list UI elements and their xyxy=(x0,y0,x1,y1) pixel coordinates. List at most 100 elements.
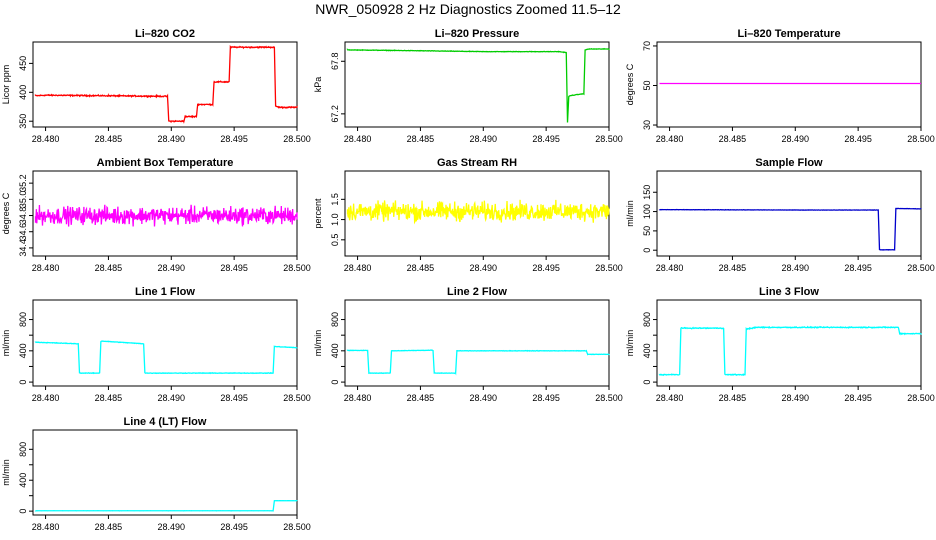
x-tick-label: 28.490 xyxy=(158,134,186,144)
y-tick-label: 50 xyxy=(642,226,652,236)
panel-title: Li–820 Pressure xyxy=(435,28,519,40)
y-tick-label: 35.2 xyxy=(18,174,28,192)
series-line xyxy=(34,499,298,512)
series-line xyxy=(658,325,922,377)
panel-title: Sample Flow xyxy=(755,157,823,169)
x-tick-label: 28.490 xyxy=(470,393,498,403)
x-tick-label: 28.495 xyxy=(844,263,872,273)
plot-frame xyxy=(344,299,610,387)
series-line xyxy=(346,199,610,225)
y-axis-label: ml/min xyxy=(1,459,11,486)
y-tick-label: 1.0 xyxy=(330,213,340,226)
plot-frame xyxy=(32,299,298,387)
x-tick-label: 28.490 xyxy=(470,263,498,273)
panel-title: Ambient Box Temperature xyxy=(97,157,234,169)
x-tick-label: 28.485 xyxy=(407,393,435,403)
x-tick-label: 28.480 xyxy=(32,393,60,403)
x-tick-label: 28.495 xyxy=(844,134,872,144)
series-line xyxy=(34,44,298,124)
x-tick-label: 28.500 xyxy=(595,393,623,403)
x-tick-label: 28.485 xyxy=(719,263,747,273)
y-tick-label: 34.8 xyxy=(18,207,28,225)
y-tick-label: 400 xyxy=(18,343,28,358)
y-tick-label: 400 xyxy=(18,473,28,488)
panel-9: Line 4 (LT) Flow 28.480 28.485 28.490 28.495… xyxy=(1,416,311,532)
panel-8: Line 3 Flow 28.480 28.485 28.490 28.495 28.50… xyxy=(625,286,935,403)
y-tick-label: 450 xyxy=(18,56,28,71)
x-tick-label: 28.485 xyxy=(95,522,123,532)
y-tick-label: 800 xyxy=(642,312,652,327)
y-tick-label: 400 xyxy=(18,85,28,100)
x-tick-label: 28.500 xyxy=(907,134,935,144)
x-tick-label: 28.480 xyxy=(656,263,684,273)
x-tick-label: 28.485 xyxy=(719,134,747,144)
panel-title: Line 1 Flow xyxy=(135,286,195,298)
y-axis-label: ml/min xyxy=(625,330,635,357)
x-tick-label: 28.480 xyxy=(344,263,372,273)
y-tick-label: 800 xyxy=(18,442,28,457)
y-tick-label: 0.5 xyxy=(330,234,340,247)
x-tick-label: 28.490 xyxy=(470,134,498,144)
x-tick-label: 28.480 xyxy=(32,522,60,532)
y-tick-label: 800 xyxy=(18,312,28,327)
x-tick-label: 28.480 xyxy=(344,134,372,144)
series-line xyxy=(658,207,922,251)
x-tick-label: 28.485 xyxy=(719,393,747,403)
panel-title: Line 2 Flow xyxy=(447,286,507,298)
panel-7: Line 2 Flow 28.480 28.485 28.490 28.495 28.50… xyxy=(313,286,623,403)
y-tick-label: 350 xyxy=(18,114,28,129)
x-tick-label: 28.495 xyxy=(532,134,560,144)
x-tick-label: 28.500 xyxy=(595,134,623,144)
y-tick-label: 34.4 xyxy=(18,239,28,257)
y-tick-label: 0 xyxy=(642,380,652,385)
x-tick-label: 28.490 xyxy=(158,263,186,273)
plot-frame xyxy=(32,429,298,516)
y-tick-label: 0 xyxy=(642,248,652,253)
y-axis-label: kPa xyxy=(313,77,323,93)
x-tick-label: 28.485 xyxy=(407,134,435,144)
x-tick-label: 28.485 xyxy=(95,263,123,273)
y-axis-label: ml/min xyxy=(313,330,323,357)
x-tick-label: 28.500 xyxy=(283,263,311,273)
x-tick-label: 28.495 xyxy=(844,393,872,403)
series-line xyxy=(346,349,610,376)
plot-frame xyxy=(656,41,922,128)
y-tick-label: 1.5 xyxy=(330,193,340,206)
y-tick-label: 0 xyxy=(18,380,28,385)
x-tick-label: 28.500 xyxy=(283,522,311,532)
y-tick-label: 67.2 xyxy=(330,105,340,123)
x-tick-label: 28.490 xyxy=(782,263,810,273)
x-tick-label: 28.495 xyxy=(220,263,248,273)
y-tick-label: 400 xyxy=(330,343,340,358)
x-tick-label: 28.480 xyxy=(656,134,684,144)
panel-title: Li–820 Temperature xyxy=(737,28,840,40)
series-line xyxy=(34,204,298,227)
y-tick-label: 0 xyxy=(18,509,28,514)
x-tick-label: 28.485 xyxy=(95,134,123,144)
x-tick-label: 28.500 xyxy=(907,393,935,403)
y-tick-label: 35.0 xyxy=(18,191,28,209)
x-tick-label: 28.490 xyxy=(158,393,186,403)
x-tick-label: 28.485 xyxy=(407,263,435,273)
plot-frame xyxy=(656,170,922,257)
x-tick-label: 28.495 xyxy=(220,522,248,532)
figure-title: NWR_050928 2 Hz Diagnostics Zoomed 11.5–… xyxy=(315,1,621,17)
panel-title: Li–820 CO2 xyxy=(135,28,195,40)
panel-title: Line 4 (LT) Flow xyxy=(124,416,207,428)
x-tick-label: 28.490 xyxy=(782,134,810,144)
y-axis-label: percent xyxy=(313,198,323,229)
x-tick-label: 28.485 xyxy=(95,393,123,403)
x-tick-label: 28.490 xyxy=(782,393,810,403)
x-tick-label: 28.500 xyxy=(907,263,935,273)
x-tick-label: 28.500 xyxy=(595,263,623,273)
y-tick-label: 34.6 xyxy=(18,223,28,241)
panel-3: Ambient Box Temperature 28.480 28.485 28.49… xyxy=(1,157,311,273)
y-tick-label: 30 xyxy=(642,120,652,130)
x-tick-label: 28.495 xyxy=(220,393,248,403)
y-tick-label: 800 xyxy=(330,312,340,327)
panel-4: Gas Stream RH 28.480 28.485 28.490 28.495 28.… xyxy=(313,157,623,273)
y-tick-label: 100 xyxy=(642,204,652,219)
y-axis-label: ml/min xyxy=(625,200,635,227)
y-tick-label: 400 xyxy=(642,343,652,358)
